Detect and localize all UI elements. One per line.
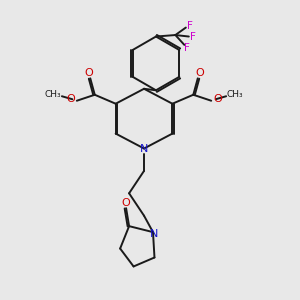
Text: CH₃: CH₃ <box>45 90 61 99</box>
Text: O: O <box>213 94 222 104</box>
Text: F: F <box>190 32 196 41</box>
Text: N: N <box>150 229 159 238</box>
Text: O: O <box>66 94 75 104</box>
Text: O: O <box>122 198 130 208</box>
Text: O: O <box>195 68 204 78</box>
Text: F: F <box>188 21 193 31</box>
Text: O: O <box>84 68 93 78</box>
Text: CH₃: CH₃ <box>227 90 243 99</box>
Text: F: F <box>184 44 190 53</box>
Text: N: N <box>140 143 148 154</box>
